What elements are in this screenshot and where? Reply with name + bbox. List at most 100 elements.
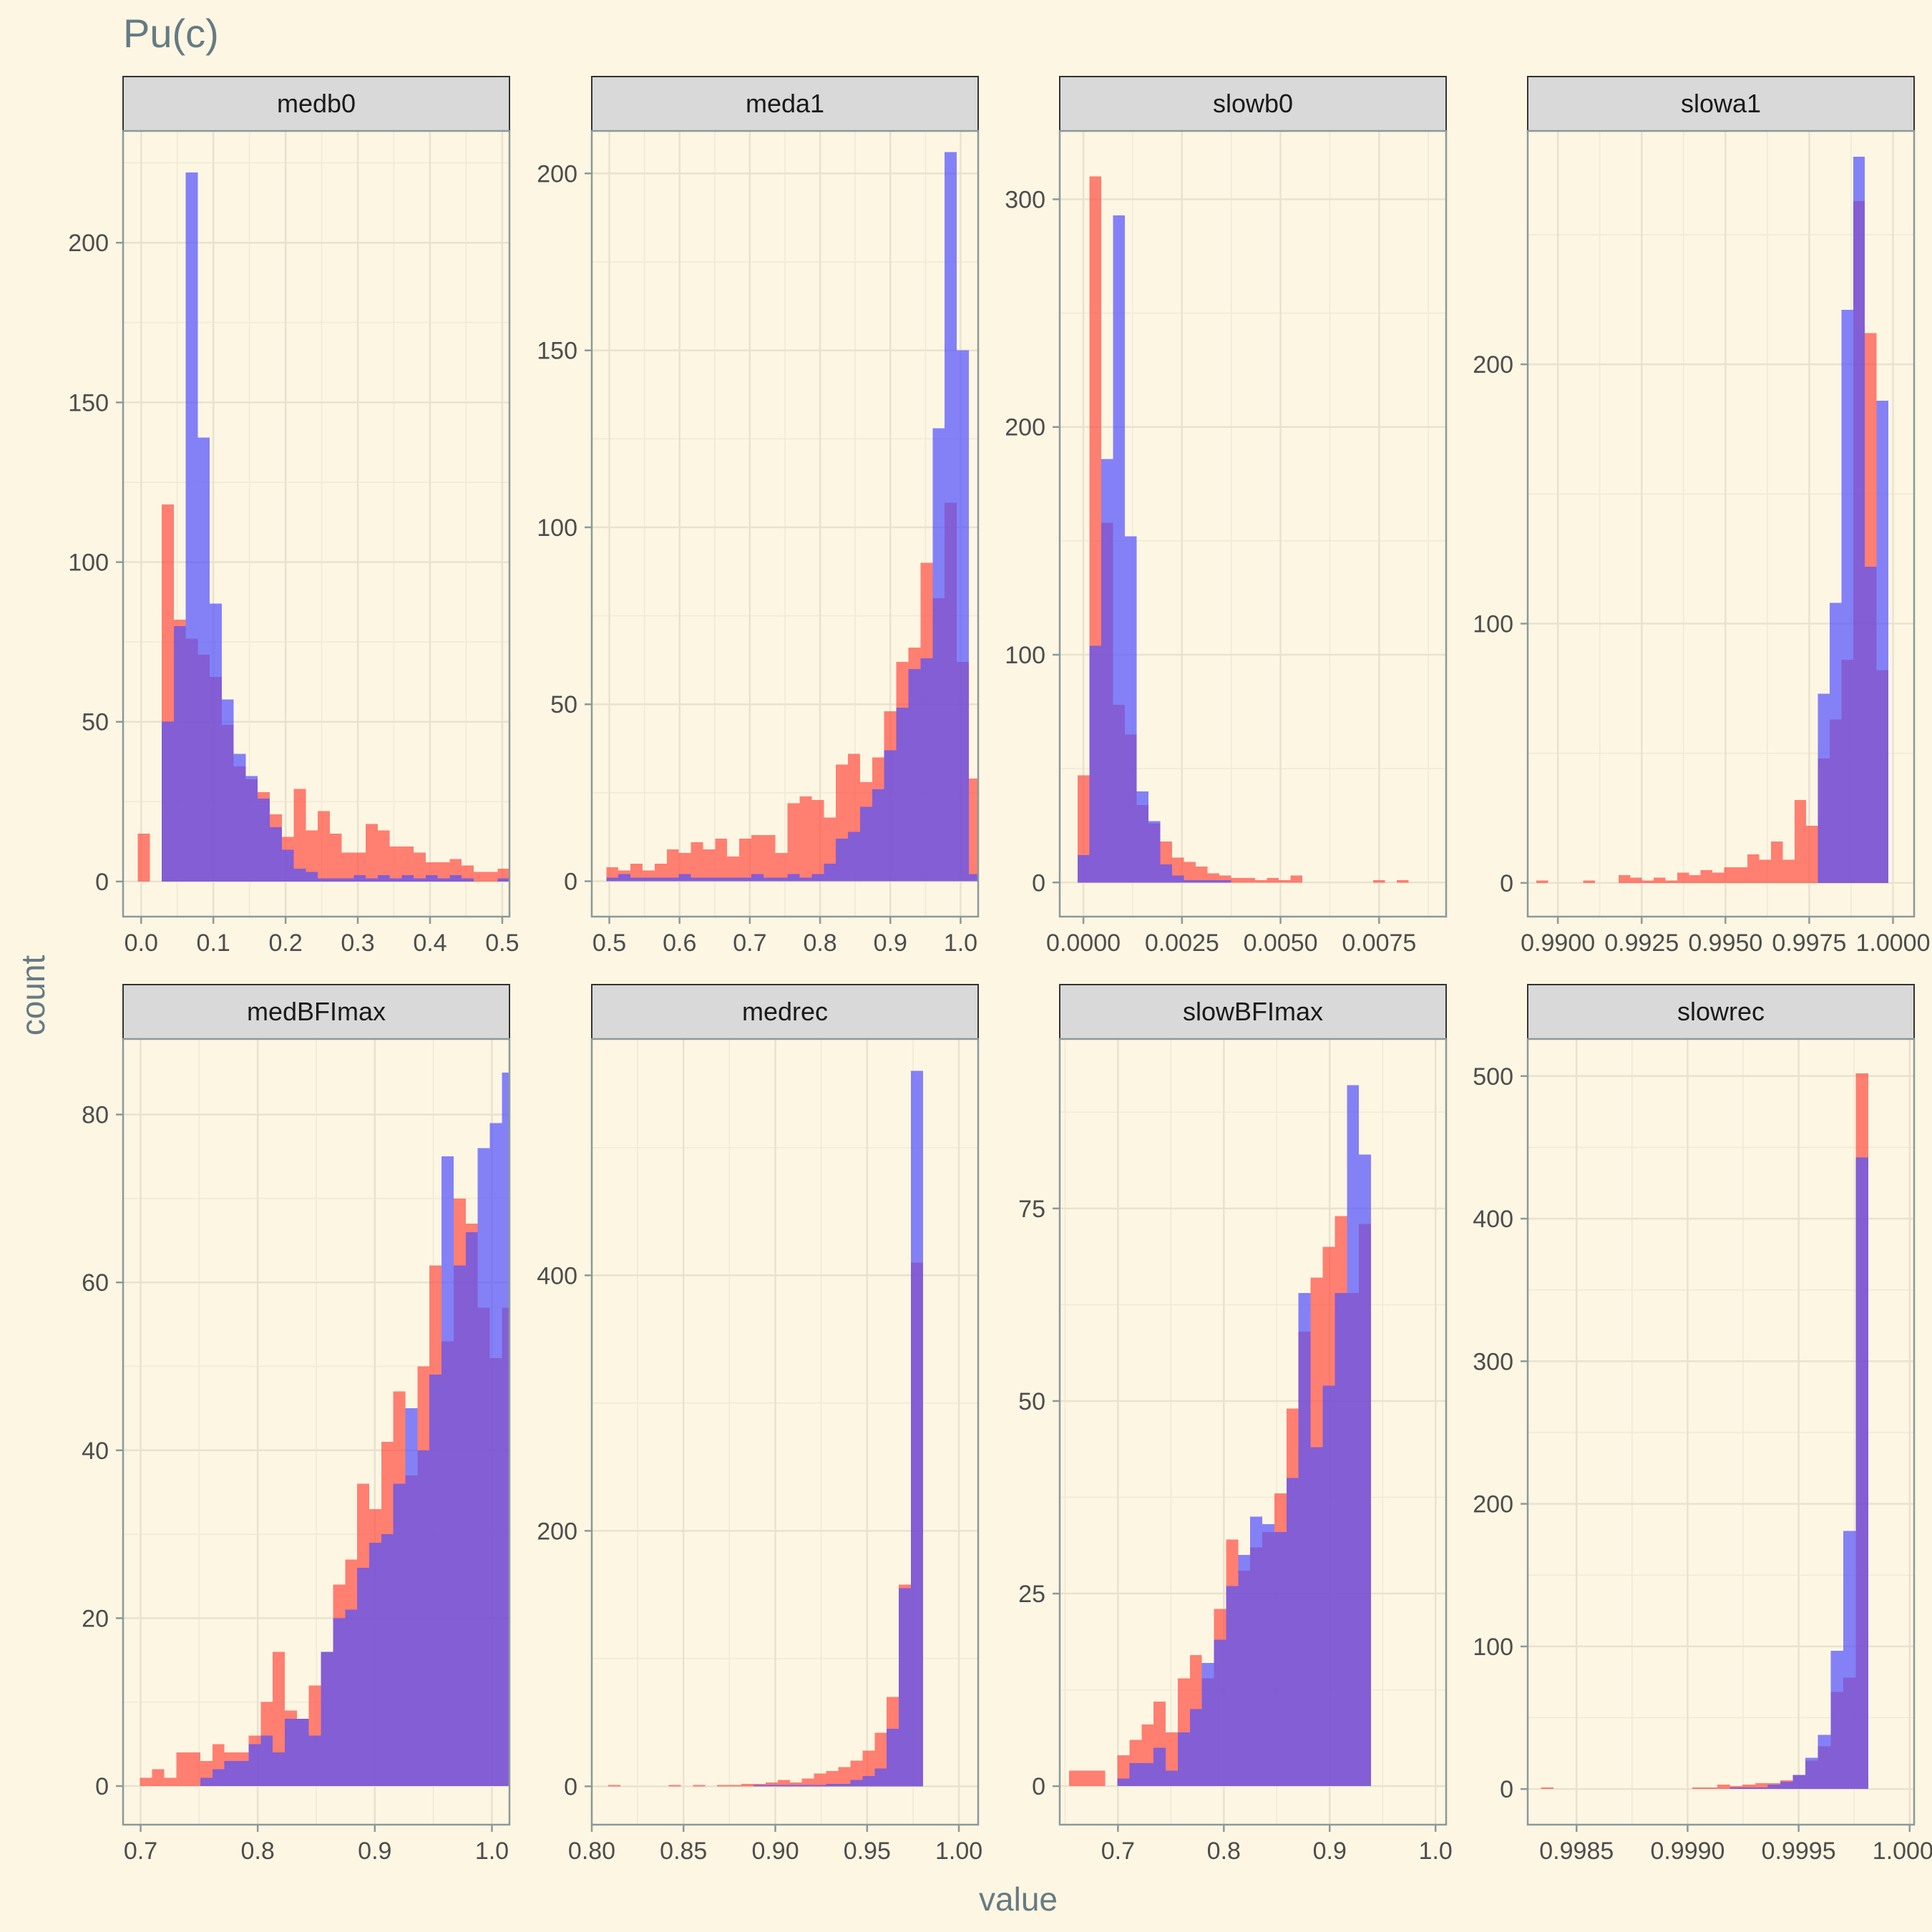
red-bar — [968, 779, 978, 882]
x-tick-label: 0.8 — [241, 1838, 275, 1865]
blue-bar — [1214, 1639, 1226, 1787]
y-tick-label: 0 — [564, 869, 577, 896]
blue-bar — [908, 668, 921, 882]
blue-bar — [1262, 1524, 1274, 1787]
red-bar — [306, 830, 318, 882]
x-tick-label: 0.9 — [874, 930, 907, 957]
x-tick-label: 1.00 — [935, 1838, 982, 1865]
blue-bar — [775, 877, 788, 882]
red-bar — [140, 1777, 152, 1787]
red-bar — [1747, 854, 1760, 883]
red-bar — [1806, 826, 1818, 883]
red-bar — [608, 1785, 620, 1787]
blue-bar — [1359, 1154, 1372, 1787]
y-tick-label: 0 — [95, 869, 109, 896]
red-bar — [666, 849, 679, 882]
red-bar — [1536, 880, 1548, 883]
blue-bar — [824, 863, 836, 882]
blue-series — [606, 152, 978, 882]
blue-bar — [441, 1156, 454, 1787]
blue-bar — [258, 798, 270, 882]
x-tick-label: 0.9985 — [1539, 1838, 1614, 1865]
red-bar — [389, 846, 402, 882]
red-bar — [729, 1785, 742, 1787]
blue-bar — [872, 789, 884, 882]
blue-bar — [224, 1760, 237, 1787]
x-tick-label: 0.7 — [124, 1838, 157, 1865]
red-bar — [789, 1782, 802, 1787]
y-tick-label: 0 — [1032, 869, 1045, 897]
x-tick-label: 0.80 — [568, 1838, 615, 1865]
blue-bar — [369, 1542, 381, 1787]
y-tick-label: 0 — [95, 1773, 109, 1800]
red-bar — [414, 852, 426, 882]
red-bar — [1196, 866, 1208, 883]
blue-bar — [333, 1618, 346, 1787]
blue-bar — [212, 1769, 225, 1787]
blue-bar — [1226, 1586, 1239, 1787]
y-tick-label: 300 — [1005, 186, 1045, 213]
blue-bar — [393, 1483, 406, 1787]
blue-bar — [1136, 791, 1148, 883]
x-tick-label: 0.9950 — [1688, 930, 1762, 957]
y-tick-label: 100 — [537, 514, 577, 542]
blue-bar — [306, 872, 318, 882]
red-bar — [1641, 880, 1654, 883]
y-tick-label: 75 — [1018, 1196, 1045, 1223]
blue-bar — [341, 878, 354, 882]
y-tick-label: 100 — [1473, 1634, 1513, 1661]
facet-strip-label: medBFImax — [247, 997, 386, 1026]
facet-strip-label: medb0 — [277, 89, 356, 118]
blue-bar — [1141, 1762, 1154, 1787]
y-tick-label: 0 — [1500, 870, 1513, 897]
blue-bar — [437, 878, 450, 882]
blue-bar — [1196, 880, 1208, 883]
panel-border — [1058, 130, 1448, 918]
facet-strip: slowrec — [1527, 984, 1915, 1040]
blue-bar — [345, 1609, 358, 1787]
blue-series — [162, 172, 509, 882]
panel-border — [122, 1038, 511, 1826]
blue-bar — [691, 877, 703, 882]
red-bar — [1290, 875, 1302, 883]
blue-bar — [811, 874, 824, 882]
facet-panel: slowrec 0.9985 0.9990 0.9995 1.0000 0 100 200 30… — [1473, 984, 1932, 1865]
x-tick-label: 0.3 — [341, 930, 374, 957]
facet-strip-label: slowBFImax — [1183, 997, 1323, 1026]
blue-bar — [477, 1148, 490, 1787]
facet-strip: slowBFImax — [1059, 984, 1447, 1040]
blue-bar — [245, 776, 258, 882]
y-tick-label: 100 — [1005, 642, 1045, 669]
red-bar — [1397, 880, 1409, 883]
axis-ticks: 0.5 0.6 0.7 0.8 0.9 1.0 0 50 100 150 200 — [537, 160, 977, 957]
x-tick-label: 0.8 — [803, 930, 836, 957]
blue-bar — [630, 877, 643, 882]
x-tick-label: 1.0000 — [1873, 1838, 1932, 1865]
blue-bar — [838, 1783, 851, 1787]
blue-bar — [1148, 821, 1161, 883]
red-bar — [799, 796, 812, 882]
blue-bar — [489, 1123, 502, 1787]
blue-bar — [1129, 1762, 1142, 1787]
facet-panel: medBFImax 0.7 0.8 0.9 1.0 0 20 40 60 80 — [82, 984, 511, 1865]
red-bar — [1630, 877, 1642, 883]
x-tick-label: 0.0075 — [1342, 930, 1416, 957]
blue-bar — [932, 428, 945, 882]
red-bar — [1689, 875, 1701, 883]
facet-strip-label: meda1 — [746, 89, 824, 118]
blue-bar — [666, 877, 679, 882]
red-bar — [176, 1752, 189, 1787]
blue-bar — [753, 1785, 766, 1787]
facet-strip: medb0 — [122, 76, 510, 132]
blue-bar — [185, 172, 198, 882]
facet-strip-label: medrec — [742, 997, 828, 1026]
red-bar — [763, 835, 776, 882]
blue-bar — [799, 877, 812, 882]
x-tick-label: 0.9975 — [1772, 930, 1846, 957]
red-bar — [329, 833, 342, 882]
blue-bar — [221, 699, 234, 882]
red-bar — [1677, 872, 1689, 883]
red-bar — [765, 1782, 778, 1787]
axis-ticks: 0.80 0.85 0.90 0.95 1.00 0 200 400 — [537, 1262, 982, 1865]
